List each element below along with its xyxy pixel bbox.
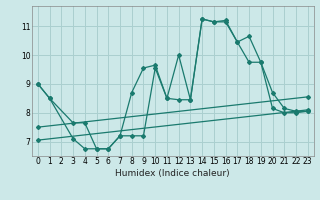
X-axis label: Humidex (Indice chaleur): Humidex (Indice chaleur) — [116, 169, 230, 178]
